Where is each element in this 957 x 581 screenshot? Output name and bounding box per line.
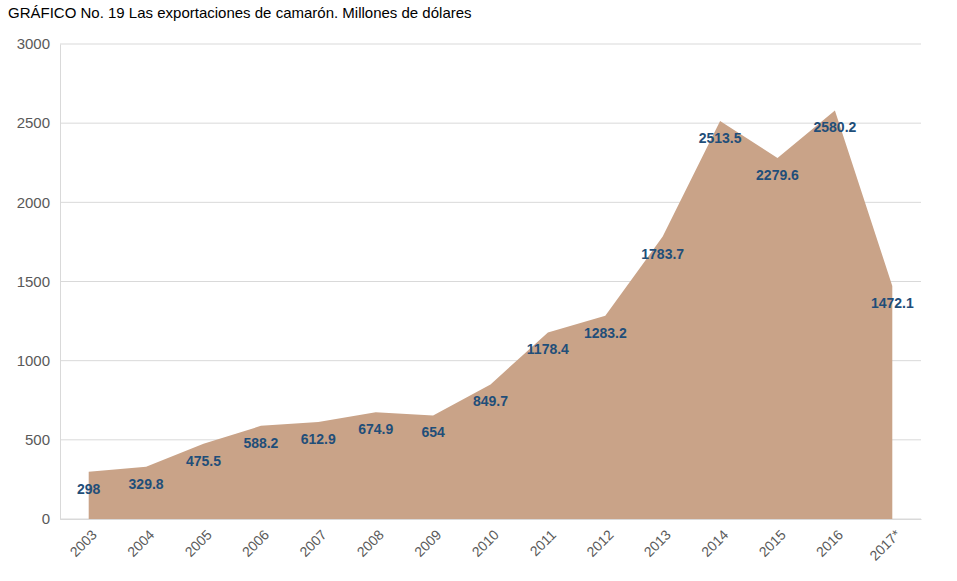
x-tick: 2003	[67, 519, 100, 560]
data-label: 654	[421, 424, 445, 440]
y-axis: 0 500 1000 1500 2000 2500 3000	[17, 35, 61, 527]
x-tick-label: 2009	[411, 526, 444, 559]
x-tick: 2010	[468, 519, 501, 560]
title: GRÁFICO No. 19 Las exportaciones de cama…	[8, 4, 472, 21]
plot: 0 500 1000 1500 2000 2500 3000 2003 2004 2005 2006…	[17, 35, 922, 563]
x-tick-label: 2005	[181, 526, 214, 559]
x-tick: 2014	[698, 519, 731, 560]
x-tick-label: 2010	[468, 526, 501, 559]
y-tick-label: 1500	[17, 273, 50, 290]
data-label: 2580.2	[813, 119, 856, 135]
y-tick: 2500	[17, 114, 60, 131]
x-tick: 2004	[124, 519, 157, 560]
x-tick: 2015	[755, 519, 788, 560]
y-tick-label: 2500	[17, 114, 50, 131]
x-tick-label: 2011	[527, 526, 560, 559]
grid-line	[60, 123, 921, 124]
x-tick-label: 2004	[124, 526, 157, 559]
x-tick-label: 2007	[296, 526, 329, 559]
x-tick-label: 2017*	[866, 526, 904, 564]
y-tick-label: 0	[42, 510, 50, 527]
data-label: 2279.6	[756, 167, 799, 183]
data-label: 674.9	[358, 421, 393, 437]
data-label: 1283.2	[584, 325, 627, 341]
y-tick: 1000	[17, 352, 60, 369]
data-label: 1472.1	[871, 295, 914, 311]
x-tick: 2016	[813, 519, 846, 560]
x-tick: 2009	[411, 519, 444, 560]
x-tick: 2017*	[866, 519, 904, 564]
x-tick: 2011	[527, 519, 560, 559]
data-label: 1783.7	[641, 246, 684, 262]
y-tick: 1500	[17, 273, 60, 290]
y-tick-label: 500	[25, 431, 50, 448]
y-axis-line	[60, 45, 61, 520]
x-tick-label: 2003	[67, 526, 100, 559]
x-tick: 2013	[641, 519, 674, 560]
y-tick: 2000	[17, 194, 60, 211]
x-tick: 2007	[296, 519, 329, 560]
data-label: 298	[77, 481, 101, 497]
y-tick-label: 2000	[17, 194, 50, 211]
y-tick: 500	[25, 431, 60, 448]
y-tick-label: 3000	[17, 35, 50, 52]
data-labels: 298 329.8 475.5 588.2 612.9 674.9 654 849.7 1178…	[77, 119, 914, 496]
x-tick-label: 2015	[755, 526, 788, 559]
data-label: 329.8	[129, 476, 164, 492]
x-tick-label: 2008	[354, 526, 387, 559]
y-tick: 0	[42, 510, 60, 527]
y-tick-label: 1000	[17, 352, 50, 369]
data-label: 588.2	[243, 435, 278, 451]
y-tick: 3000	[17, 35, 60, 52]
data-label: 475.5	[186, 453, 221, 469]
grid-line	[60, 44, 921, 45]
data-label: 612.9	[301, 431, 336, 447]
x-tick-label: 2006	[239, 526, 272, 559]
x-tick: 2012	[583, 519, 616, 560]
x-tick: 2005	[181, 519, 214, 560]
x-tick-label: 2014	[698, 526, 731, 559]
x-tick-label: 2012	[583, 526, 616, 559]
x-tick: 2008	[354, 519, 387, 560]
grid	[60, 44, 921, 519]
data-label: 849.7	[473, 393, 508, 409]
x-tick: 2006	[239, 519, 272, 560]
data-label: 1178.4	[527, 341, 569, 357]
x-axis: 2003 2004 2005 2006 2007 2008 2009 2010 2011 2012…	[61, 519, 922, 564]
data-label: 2513.5	[699, 130, 742, 146]
marks	[89, 110, 893, 519]
area	[89, 110, 893, 519]
chart: GRÁFICO No. 19 Las exportaciones de cama…	[0, 0, 957, 581]
x-axis-line	[61, 519, 922, 520]
x-tick-label: 2013	[641, 526, 674, 559]
x-tick-label: 2016	[813, 526, 846, 559]
